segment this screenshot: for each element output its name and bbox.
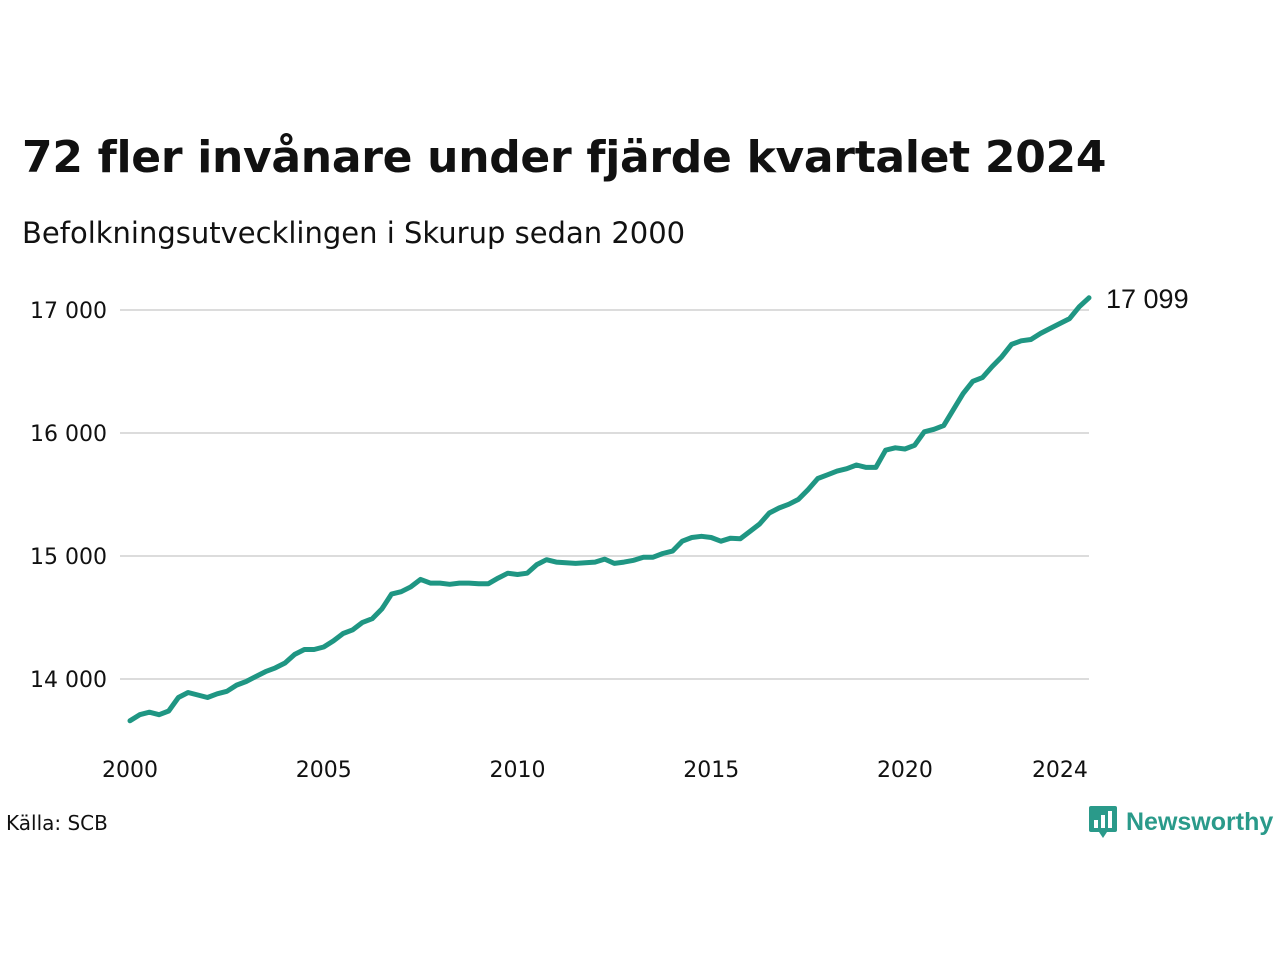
x-tick-label-2000: 2000 (102, 758, 158, 783)
chart-title: 72 fler invånare under fjärde kvartalet … (22, 132, 1107, 183)
brand: Newsworthy (1088, 804, 1273, 840)
x-tick-label-2024: 2024 (1032, 758, 1088, 783)
end-value-label-group: 17 099 (1106, 284, 1189, 314)
chart-subtitle: Befolkningsutvecklingen i Skurup sedan 2… (22, 216, 686, 250)
y-tick-label-14000: 14 000 (30, 668, 107, 693)
x-tick-label-2020: 2020 (877, 758, 933, 783)
end-value-label: 17 099 (1106, 284, 1189, 314)
series-line-0 (127, 295, 1092, 724)
brand-name: Newsworthy (1126, 807, 1274, 836)
gridlines (120, 309, 1089, 680)
newsworthy-logo-icon (1089, 806, 1117, 838)
x-tick-label-2010: 2010 (489, 758, 545, 783)
y-tick-label-17000: 17 000 (30, 299, 107, 324)
x-axis-ticks: 2000 2005 2010 2015 2020 2024 (102, 758, 1088, 783)
y-tick-label-16000: 16 000 (30, 422, 107, 447)
series-lines (127, 295, 1092, 724)
y-tick-label-15000: 15 000 (30, 545, 107, 570)
y-axis-ticks: 14 000 15 000 16 000 17 000 (30, 299, 107, 693)
line-chart: 14 000 15 000 16 000 17 000 2000 2005 2010 201… (30, 284, 1189, 783)
source-note: Källa: SCB (6, 811, 108, 835)
x-tick-label-2015: 2015 (683, 758, 739, 783)
x-tick-label-2005: 2005 (296, 758, 352, 783)
